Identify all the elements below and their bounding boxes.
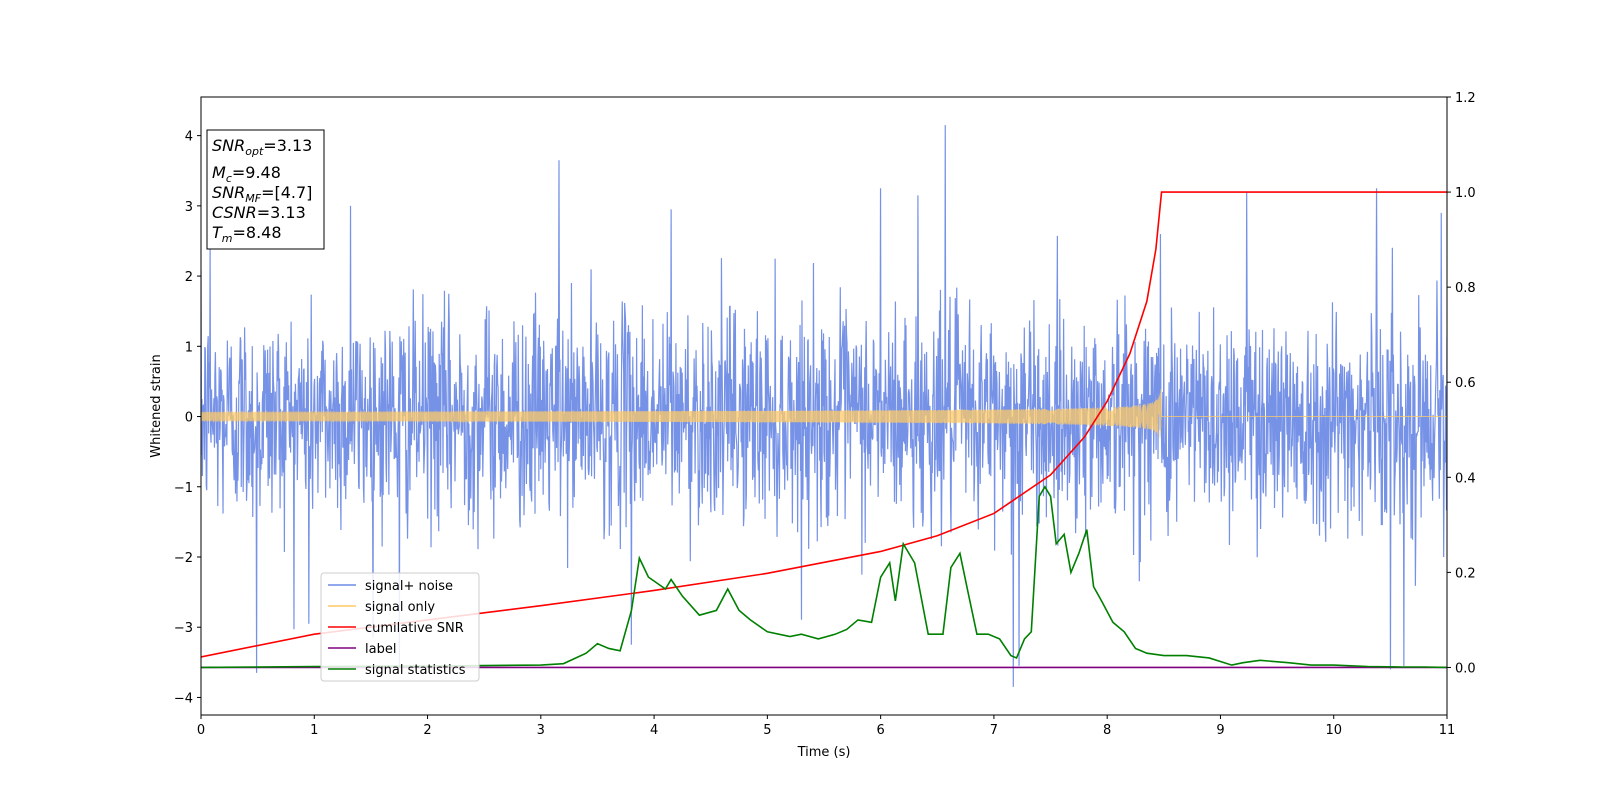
- y-left-tick-label: 4: [185, 130, 193, 145]
- series-cumulative-snr-line: [201, 191, 1447, 658]
- legend-label-cumulative-snr: cumilative SNR: [365, 621, 464, 636]
- y-right-tick-label: 1.0: [1455, 186, 1476, 201]
- x-tick-label: 5: [763, 723, 771, 738]
- x-tick-label: 7: [990, 723, 998, 738]
- info-csnr: CSNR=3.13: [212, 203, 306, 222]
- x-tick-label: 2: [423, 723, 431, 738]
- info-mc-sub: c: [226, 172, 232, 185]
- info-csnr-base: CSNR: [212, 203, 257, 222]
- y-left-tick-label: −2: [174, 551, 193, 566]
- y-left-tick-label: −1: [174, 481, 193, 496]
- x-tick-label: 8: [1103, 723, 1111, 738]
- y-left-tick-label: 3: [185, 200, 193, 215]
- x-tick-label: 1: [310, 723, 318, 738]
- info-mc-base: M: [212, 163, 226, 182]
- y-right-tick-label: 0.6: [1455, 376, 1476, 391]
- x-tick-label: 10: [1325, 723, 1342, 738]
- info-snr-mf-value: =[4.7]: [261, 183, 312, 202]
- legend-frame: [320, 572, 480, 682]
- y-right-tick-label: 0.0: [1455, 661, 1476, 676]
- info-csnr-value: =3.13: [257, 203, 306, 222]
- y-left-tick-label: 1: [185, 340, 193, 355]
- y-left-tick-label: −3: [174, 621, 193, 636]
- y-right-tick-label: 0.2: [1455, 566, 1476, 581]
- legend: signal+ noise signal only cumilative SNR…: [320, 572, 480, 682]
- y-left-tick-label: 2: [185, 270, 193, 285]
- info-snr-mf: SNRMF=[4.7]: [212, 183, 312, 205]
- info-snr-mf-sub: MF: [245, 192, 261, 205]
- y-right-tick-label: 1.2: [1455, 91, 1476, 106]
- x-tick-label: 3: [537, 723, 545, 738]
- info-tm-sub: m: [222, 232, 233, 245]
- x-tick-label: 9: [1216, 723, 1224, 738]
- legend-label-signal-noise: signal+ noise: [365, 579, 453, 594]
- info-box-frame: [206, 129, 325, 250]
- legend-label-signal-only: signal only: [365, 600, 435, 615]
- x-tick-label: 6: [876, 723, 884, 738]
- series-signal-noise-line: [201, 125, 1447, 687]
- x-tick-label: 0: [197, 723, 205, 738]
- y-right-tick-label: 0.4: [1455, 471, 1476, 486]
- y-axis-label: Whitened strain: [149, 354, 164, 457]
- info-box: SNRopt=3.13 Mc=9.48 SNRMF=[4.7] CSNR=3.1…: [206, 129, 325, 250]
- info-snr-opt-base: SNR: [212, 136, 245, 155]
- info-tm-base: T: [212, 223, 223, 242]
- info-snr-mf-base: SNR: [212, 183, 245, 202]
- series-signal-only-line: [201, 389, 1447, 438]
- legend-label-label: label: [365, 642, 396, 657]
- info-mc: Mc=9.48: [212, 163, 281, 185]
- y-right-tick-label: 0.8: [1455, 281, 1476, 296]
- axes-layer: 0 1 2 3 4 5 6 7 8 9 10 1143210−1−2−3−41.21.00.80.60…: [174, 91, 1476, 738]
- series-signal-statistics-line: [201, 485, 1447, 669]
- info-snr-opt: SNRopt=3.13: [212, 136, 312, 158]
- info-snr-opt-value: =3.13: [263, 136, 312, 155]
- legend-label-signal-statistics: signal statistics: [365, 663, 466, 678]
- y-left-tick-label: 0: [185, 411, 193, 426]
- info-tm: Tm=8.48: [212, 223, 282, 245]
- x-axis-label: Time (s): [797, 745, 851, 760]
- y-left-tick-label: −4: [174, 691, 193, 706]
- info-tm-value: =8.48: [233, 223, 282, 242]
- info-mc-value: =9.48: [232, 163, 281, 182]
- x-tick-label: 4: [650, 723, 658, 738]
- plot-frame: [200, 96, 1448, 716]
- x-tick-label: 11: [1439, 723, 1456, 738]
- info-snr-opt-sub: opt: [245, 145, 264, 158]
